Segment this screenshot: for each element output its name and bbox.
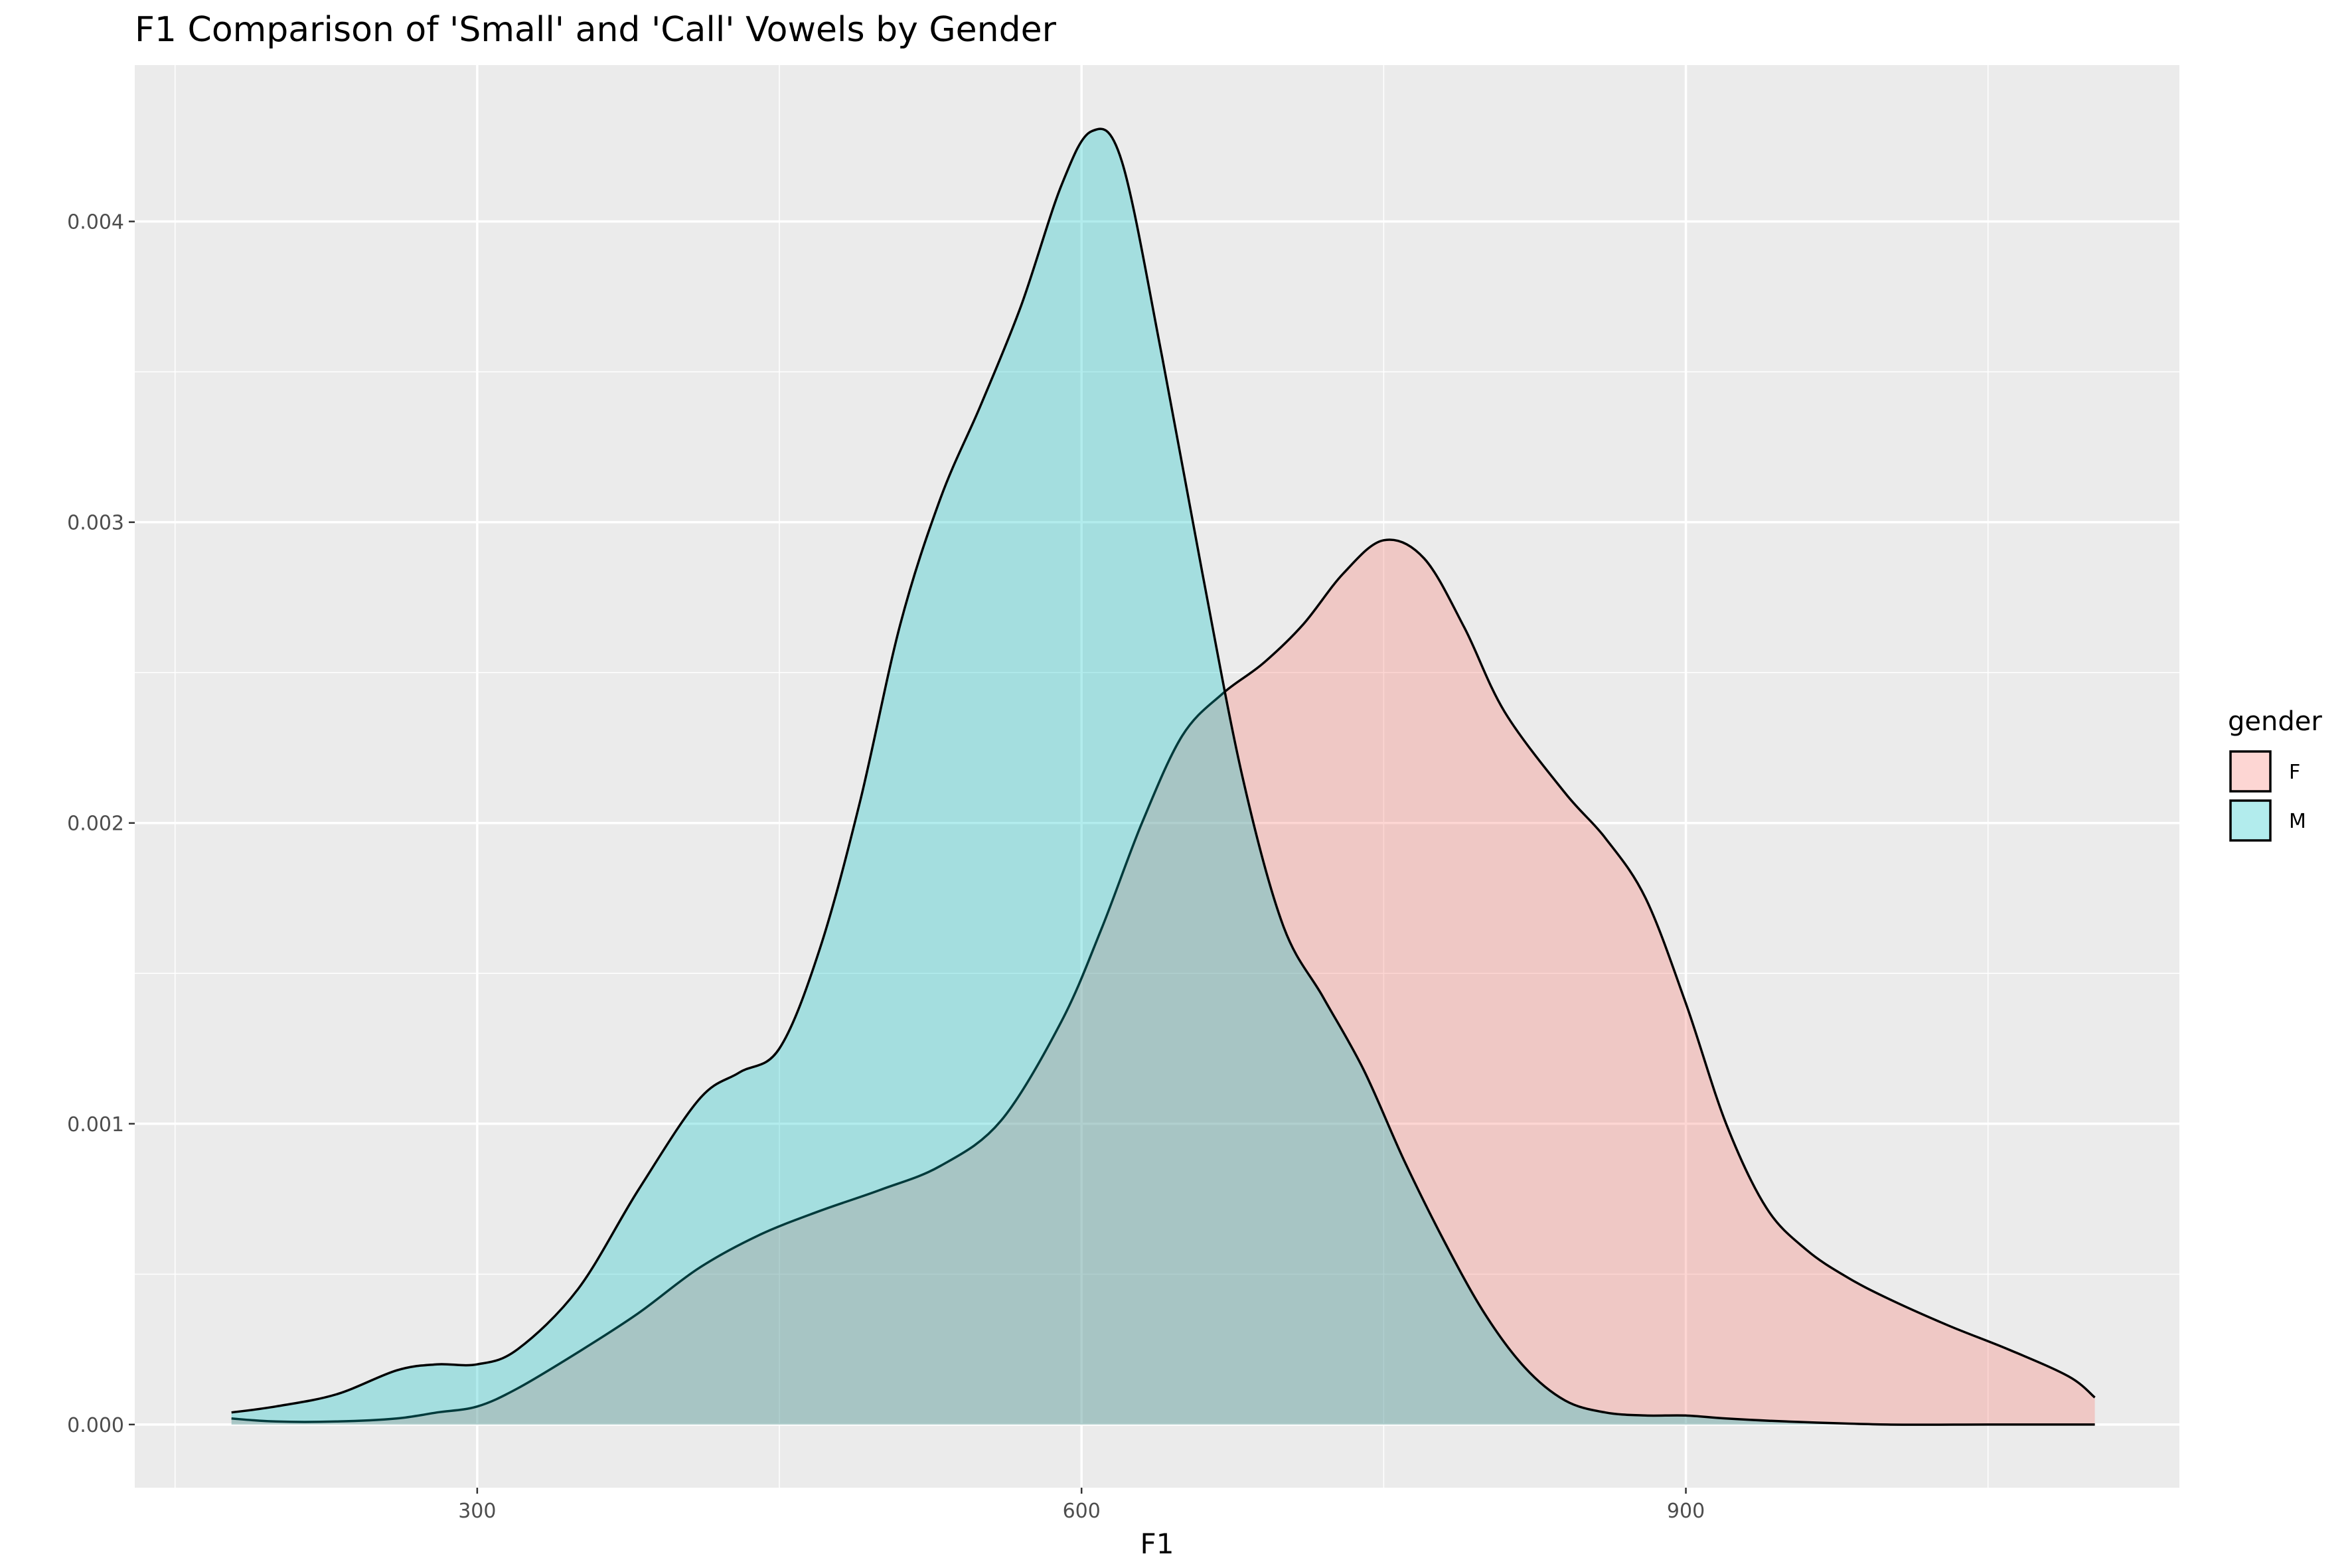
legend-key-bg [2229,750,2272,793]
plot-panel [135,65,2179,1488]
density-line-M [231,127,2095,1426]
legend-label-F: F [2289,761,2300,784]
legend-keys: FM [2229,750,2306,842]
legend: gender FM [2228,706,2322,842]
density-area-F [231,539,2095,1425]
y-axis: 0.000 0.001 0.002 0.003 0.004 [67,211,135,1437]
y-tick-label: 0.000 [67,1414,124,1437]
legend-key-bg [2229,799,2272,842]
x-tick-label: 600 [1063,1500,1101,1523]
minor-gridlines [135,65,2179,1488]
y-tick-label: 0.004 [67,211,124,234]
density-line-F [231,538,2096,1423]
legend-label-M: M [2289,810,2306,833]
x-tick-label: 300 [458,1500,496,1523]
density-areas [231,127,2096,1426]
chart-title: F1 Comparison of 'Small' and 'Call' Vowe… [135,10,1057,50]
density-area-M [231,129,2095,1425]
legend-title: gender [2228,706,2322,737]
major-gridlines [135,65,2179,1488]
x-tick-label: 900 [1667,1500,1705,1523]
y-tick-label: 0.003 [67,512,124,535]
y-tick-label: 0.002 [67,813,124,836]
x-axis: 300 600 900 [458,1488,1705,1523]
y-tick-label: 0.001 [67,1113,124,1137]
legend-swatch-F [2229,750,2272,793]
x-axis-title: F1 [1140,1528,1174,1560]
legend-swatch-M [2229,799,2272,842]
